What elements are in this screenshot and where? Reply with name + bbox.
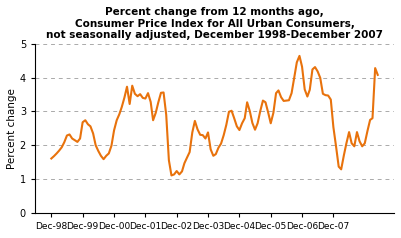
Title: Percent change from 12 months ago,
Consumer Price Index for All Urban Consumers,: Percent change from 12 months ago, Consu… xyxy=(46,7,383,40)
Y-axis label: Percent change: Percent change xyxy=(7,88,17,169)
